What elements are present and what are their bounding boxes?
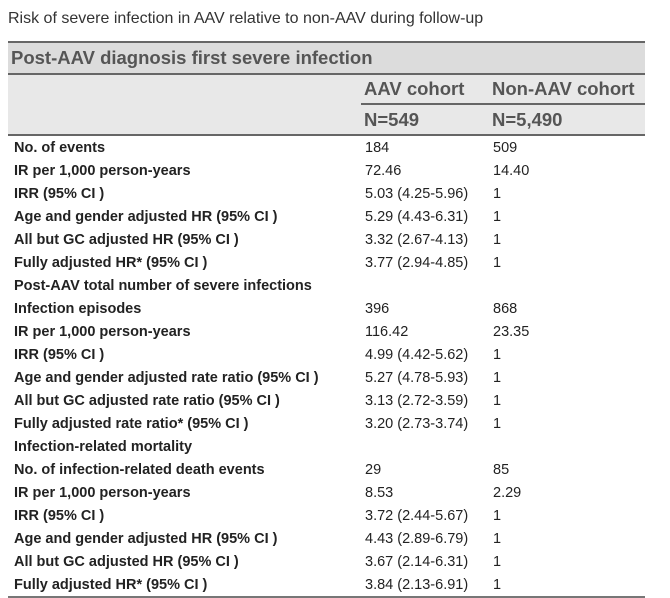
non-aav-value: 85 <box>493 461 510 478</box>
table-row: IR per 1,000 person-years 116.42 23.35 <box>8 320 645 343</box>
row-label: IR per 1,000 person-years <box>14 484 191 501</box>
row-label: IR per 1,000 person-years <box>14 323 191 340</box>
header-empty-cell <box>8 104 361 136</box>
table-row: Age and gender adjusted rate ratio (95% … <box>8 366 645 389</box>
non-aav-value: 1 <box>493 208 502 225</box>
column-n-non-aav: N=5,490 <box>489 104 646 136</box>
aav-value <box>361 274 489 297</box>
row-label: Age and gender adjusted rate ratio (95% … <box>14 369 319 386</box>
table-row: No. of events 184 509 <box>8 135 645 159</box>
non-aav-value: 868 <box>493 300 518 317</box>
aav-value: 8.53 <box>365 484 394 501</box>
non-aav-value: 23.35 <box>493 323 530 340</box>
table-row: All but GC adjusted HR (95% CI ) 3.67 (2.… <box>8 550 645 573</box>
non-aav-value: 1 <box>493 553 502 570</box>
table-row: IRR (95% CI ) 4.99 (4.42-5.62) 1 <box>8 343 645 366</box>
table-title-row: Post-AAV diagnosis first severe infectio… <box>8 41 646 75</box>
aav-value: 72.46 <box>365 162 402 179</box>
table-row: Post-AAV total number of severe infectio… <box>8 274 645 297</box>
row-label: Post-AAV total number of severe infectio… <box>14 277 312 294</box>
table-row: Infection-related mortality <box>8 435 645 458</box>
column-header-non-aav: Non-AAV cohort <box>489 74 646 105</box>
row-label: Fully adjusted HR* (95% CI ) <box>8 573 361 598</box>
non-aav-value: 1 <box>493 254 502 271</box>
non-aav-value: 1 <box>493 369 502 386</box>
aav-value: 29 <box>365 461 382 478</box>
row-label: All but GC adjusted HR (95% CI ) <box>14 553 239 570</box>
non-aav-value <box>489 435 645 458</box>
row-label: Infection-related mortality <box>14 438 193 455</box>
row-label: Fully adjusted rate ratio* (95% CI ) <box>14 415 249 432</box>
non-aav-value: 14.40 <box>493 162 530 179</box>
aav-value: 4.43 (2.89-6.79) <box>365 530 469 547</box>
aav-value: 3.77 (2.94-4.85) <box>365 254 469 271</box>
non-aav-value: 1 <box>493 530 502 547</box>
non-aav-value: 1 <box>493 392 502 409</box>
row-label: IRR (95% CI ) <box>14 185 105 202</box>
aav-value: 3.32 (2.67-4.13) <box>365 231 469 248</box>
aav-value: 3.13 (2.72-3.59) <box>365 392 469 409</box>
row-label: All but GC adjusted rate ratio (95% CI ) <box>14 392 280 409</box>
table-row: IR per 1,000 person-years 8.53 2.29 <box>8 481 645 504</box>
table-row: IRR (95% CI ) 5.03 (4.25-5.96) 1 <box>8 182 645 205</box>
non-aav-value: 509 <box>493 139 518 156</box>
aav-value: 3.84 (2.13-6.91) <box>361 573 489 598</box>
table-row: All but GC adjusted HR (95% CI ) 3.32 (2.… <box>8 228 645 251</box>
table-row: All but GC adjusted rate ratio (95% CI )… <box>8 389 645 412</box>
non-aav-value: 1 <box>493 346 502 363</box>
column-n-aav: N=549 <box>361 104 489 136</box>
aav-value: 3.20 (2.73-3.74) <box>365 415 469 432</box>
column-header-aav: AAV cohort <box>361 74 489 105</box>
aav-value: 184 <box>365 139 390 156</box>
row-label: All but GC adjusted HR (95% CI ) <box>14 231 239 248</box>
non-aav-value <box>489 274 645 297</box>
aav-value: 5.03 (4.25-5.96) <box>365 185 469 202</box>
header-empty-cell <box>8 74 361 104</box>
table-row: Age and gender adjusted HR (95% CI ) 5.29… <box>8 205 645 228</box>
table-row: No. of infection-related death events 29 8… <box>8 458 645 481</box>
row-label: IR per 1,000 person-years <box>14 162 191 179</box>
non-aav-value: 1 <box>493 507 502 524</box>
table-row: IRR (95% CI ) 3.72 (2.44-5.67) 1 <box>8 504 645 527</box>
non-aav-value: 1 <box>493 231 502 248</box>
aav-value: 116.42 <box>365 323 409 340</box>
table-row: Fully adjusted HR* (95% CI ) 3.84 (2.13-6… <box>8 573 646 598</box>
row-label: No. of infection-related death events <box>14 461 265 478</box>
row-label: Fully adjusted HR* (95% CI ) <box>14 254 208 271</box>
row-label: Age and gender adjusted HR (95% CI ) <box>14 208 278 225</box>
header-n-row: N=549 N=5,490 <box>8 104 646 136</box>
row-label: Age and gender adjusted HR (95% CI ) <box>14 530 278 547</box>
non-aav-value: 2.29 <box>493 484 522 501</box>
row-label: IRR (95% CI ) <box>14 507 105 524</box>
aav-value: 4.99 (4.42-5.62) <box>365 346 469 363</box>
non-aav-value: 1 <box>493 415 502 432</box>
aav-value: 5.29 (4.43-6.31) <box>365 208 469 225</box>
header-row: AAV cohort Non-AAV cohort <box>8 74 646 105</box>
table-row: Fully adjusted rate ratio* (95% CI ) 3.20… <box>8 412 645 435</box>
table-row: Age and gender adjusted HR (95% CI ) 4.43… <box>8 527 645 550</box>
aav-value: 3.72 (2.44-5.67) <box>365 507 469 524</box>
table-title: Post-AAV diagnosis first severe infectio… <box>8 41 646 75</box>
row-label: IRR (95% CI ) <box>14 346 105 363</box>
aav-value <box>361 435 489 458</box>
aav-value: 5.27 (4.78-5.93) <box>365 369 469 386</box>
results-table: Post-AAV diagnosis first severe infectio… <box>8 41 646 598</box>
table-row: Fully adjusted HR* (95% CI ) 3.77 (2.94-4… <box>8 251 645 274</box>
aav-value: 396 <box>365 300 390 317</box>
table-caption: Risk of severe infection in AAV relative… <box>8 10 484 27</box>
aav-value: 3.67 (2.14-6.31) <box>365 553 469 570</box>
row-label: Infection episodes <box>14 300 142 317</box>
non-aav-value: 1 <box>493 185 502 202</box>
row-label: No. of events <box>14 139 106 156</box>
non-aav-value: 1 <box>489 573 646 598</box>
table-row: Infection episodes 396 868 <box>8 297 645 320</box>
table-row: IR per 1,000 person-years 72.46 14.40 <box>8 159 645 182</box>
